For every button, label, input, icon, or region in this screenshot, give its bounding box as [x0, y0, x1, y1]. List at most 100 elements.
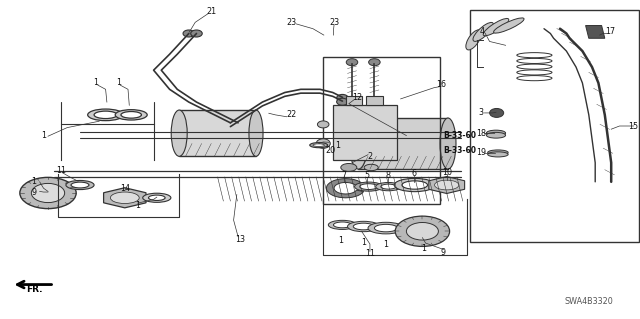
Ellipse shape — [440, 118, 456, 169]
Bar — [333, 105, 397, 160]
Ellipse shape — [183, 30, 195, 37]
Text: 1: 1 — [361, 238, 366, 247]
Bar — [346, 96, 362, 105]
Ellipse shape — [249, 110, 263, 156]
Text: 1: 1 — [41, 131, 46, 140]
Text: 4: 4 — [480, 27, 485, 36]
Ellipse shape — [88, 109, 124, 121]
Ellipse shape — [369, 59, 380, 66]
Ellipse shape — [313, 144, 324, 146]
Text: 11: 11 — [56, 166, 66, 175]
Ellipse shape — [121, 112, 141, 118]
Text: 13: 13 — [235, 235, 245, 244]
Wedge shape — [326, 179, 364, 198]
Bar — [366, 96, 383, 105]
Ellipse shape — [406, 223, 438, 240]
Ellipse shape — [488, 150, 508, 155]
Text: 1: 1 — [116, 78, 121, 87]
Ellipse shape — [374, 224, 397, 232]
Ellipse shape — [376, 182, 401, 191]
Ellipse shape — [396, 216, 450, 246]
Text: 6: 6 — [412, 169, 417, 178]
Ellipse shape — [435, 180, 459, 190]
Ellipse shape — [360, 184, 378, 189]
Text: 9: 9 — [31, 189, 36, 197]
Text: 19: 19 — [476, 148, 486, 157]
Ellipse shape — [66, 181, 94, 189]
Bar — [358, 118, 448, 169]
Ellipse shape — [143, 193, 171, 202]
Ellipse shape — [337, 98, 348, 105]
Ellipse shape — [111, 192, 140, 204]
Text: 8: 8 — [385, 171, 390, 180]
Text: 23: 23 — [329, 18, 339, 27]
Ellipse shape — [402, 181, 428, 189]
Text: 17: 17 — [605, 27, 615, 36]
Bar — [470, 10, 639, 242]
Ellipse shape — [486, 132, 506, 138]
Text: 7: 7 — [342, 171, 347, 180]
Ellipse shape — [493, 18, 524, 33]
Polygon shape — [104, 188, 146, 208]
Text: B-33-60: B-33-60 — [444, 146, 477, 155]
Text: 12: 12 — [352, 93, 362, 102]
Text: 22: 22 — [286, 110, 296, 119]
Text: 1: 1 — [421, 244, 426, 253]
Polygon shape — [586, 26, 605, 38]
Text: 3: 3 — [479, 108, 484, 117]
Text: 1: 1 — [93, 78, 99, 87]
Ellipse shape — [364, 164, 378, 171]
Ellipse shape — [355, 182, 383, 191]
Ellipse shape — [346, 59, 358, 66]
Bar — [179, 110, 256, 156]
Ellipse shape — [94, 111, 117, 119]
Text: 23: 23 — [287, 18, 297, 27]
Ellipse shape — [381, 184, 396, 189]
Ellipse shape — [348, 221, 380, 232]
Text: 1: 1 — [335, 141, 340, 150]
Ellipse shape — [191, 30, 202, 37]
Text: 16: 16 — [436, 80, 447, 89]
Ellipse shape — [473, 22, 493, 41]
Text: 1: 1 — [383, 240, 388, 249]
Text: 2: 2 — [367, 152, 372, 161]
Text: 9: 9 — [441, 248, 446, 256]
Ellipse shape — [394, 178, 435, 192]
Ellipse shape — [466, 30, 481, 50]
Text: SWA4B3320: SWA4B3320 — [564, 297, 613, 306]
Ellipse shape — [490, 108, 504, 117]
Ellipse shape — [317, 121, 329, 128]
Ellipse shape — [172, 110, 188, 156]
Ellipse shape — [333, 222, 351, 228]
Text: 1: 1 — [31, 177, 36, 186]
Ellipse shape — [341, 163, 357, 172]
Ellipse shape — [337, 94, 348, 101]
Ellipse shape — [20, 177, 76, 209]
Bar — [323, 57, 440, 204]
Text: FR.: FR. — [26, 285, 42, 294]
Text: 21: 21 — [206, 7, 216, 16]
Ellipse shape — [328, 220, 356, 229]
Text: 20: 20 — [326, 146, 336, 155]
Text: 1: 1 — [339, 236, 344, 245]
Text: 14: 14 — [120, 184, 131, 193]
Ellipse shape — [349, 118, 367, 169]
Ellipse shape — [148, 195, 165, 200]
Polygon shape — [429, 176, 465, 194]
Ellipse shape — [31, 183, 65, 203]
Text: 18: 18 — [476, 129, 486, 137]
Text: 10: 10 — [442, 168, 452, 177]
Ellipse shape — [353, 223, 374, 230]
Ellipse shape — [486, 130, 506, 136]
Text: 11: 11 — [365, 249, 375, 258]
Text: 15: 15 — [628, 122, 639, 130]
Ellipse shape — [310, 143, 328, 148]
Text: 5: 5 — [365, 171, 370, 180]
Ellipse shape — [368, 222, 404, 234]
Ellipse shape — [316, 139, 330, 148]
Ellipse shape — [488, 152, 508, 157]
Text: 1: 1 — [135, 201, 140, 210]
Ellipse shape — [483, 19, 509, 36]
Ellipse shape — [115, 110, 147, 120]
Text: B-33-60: B-33-60 — [444, 131, 477, 140]
